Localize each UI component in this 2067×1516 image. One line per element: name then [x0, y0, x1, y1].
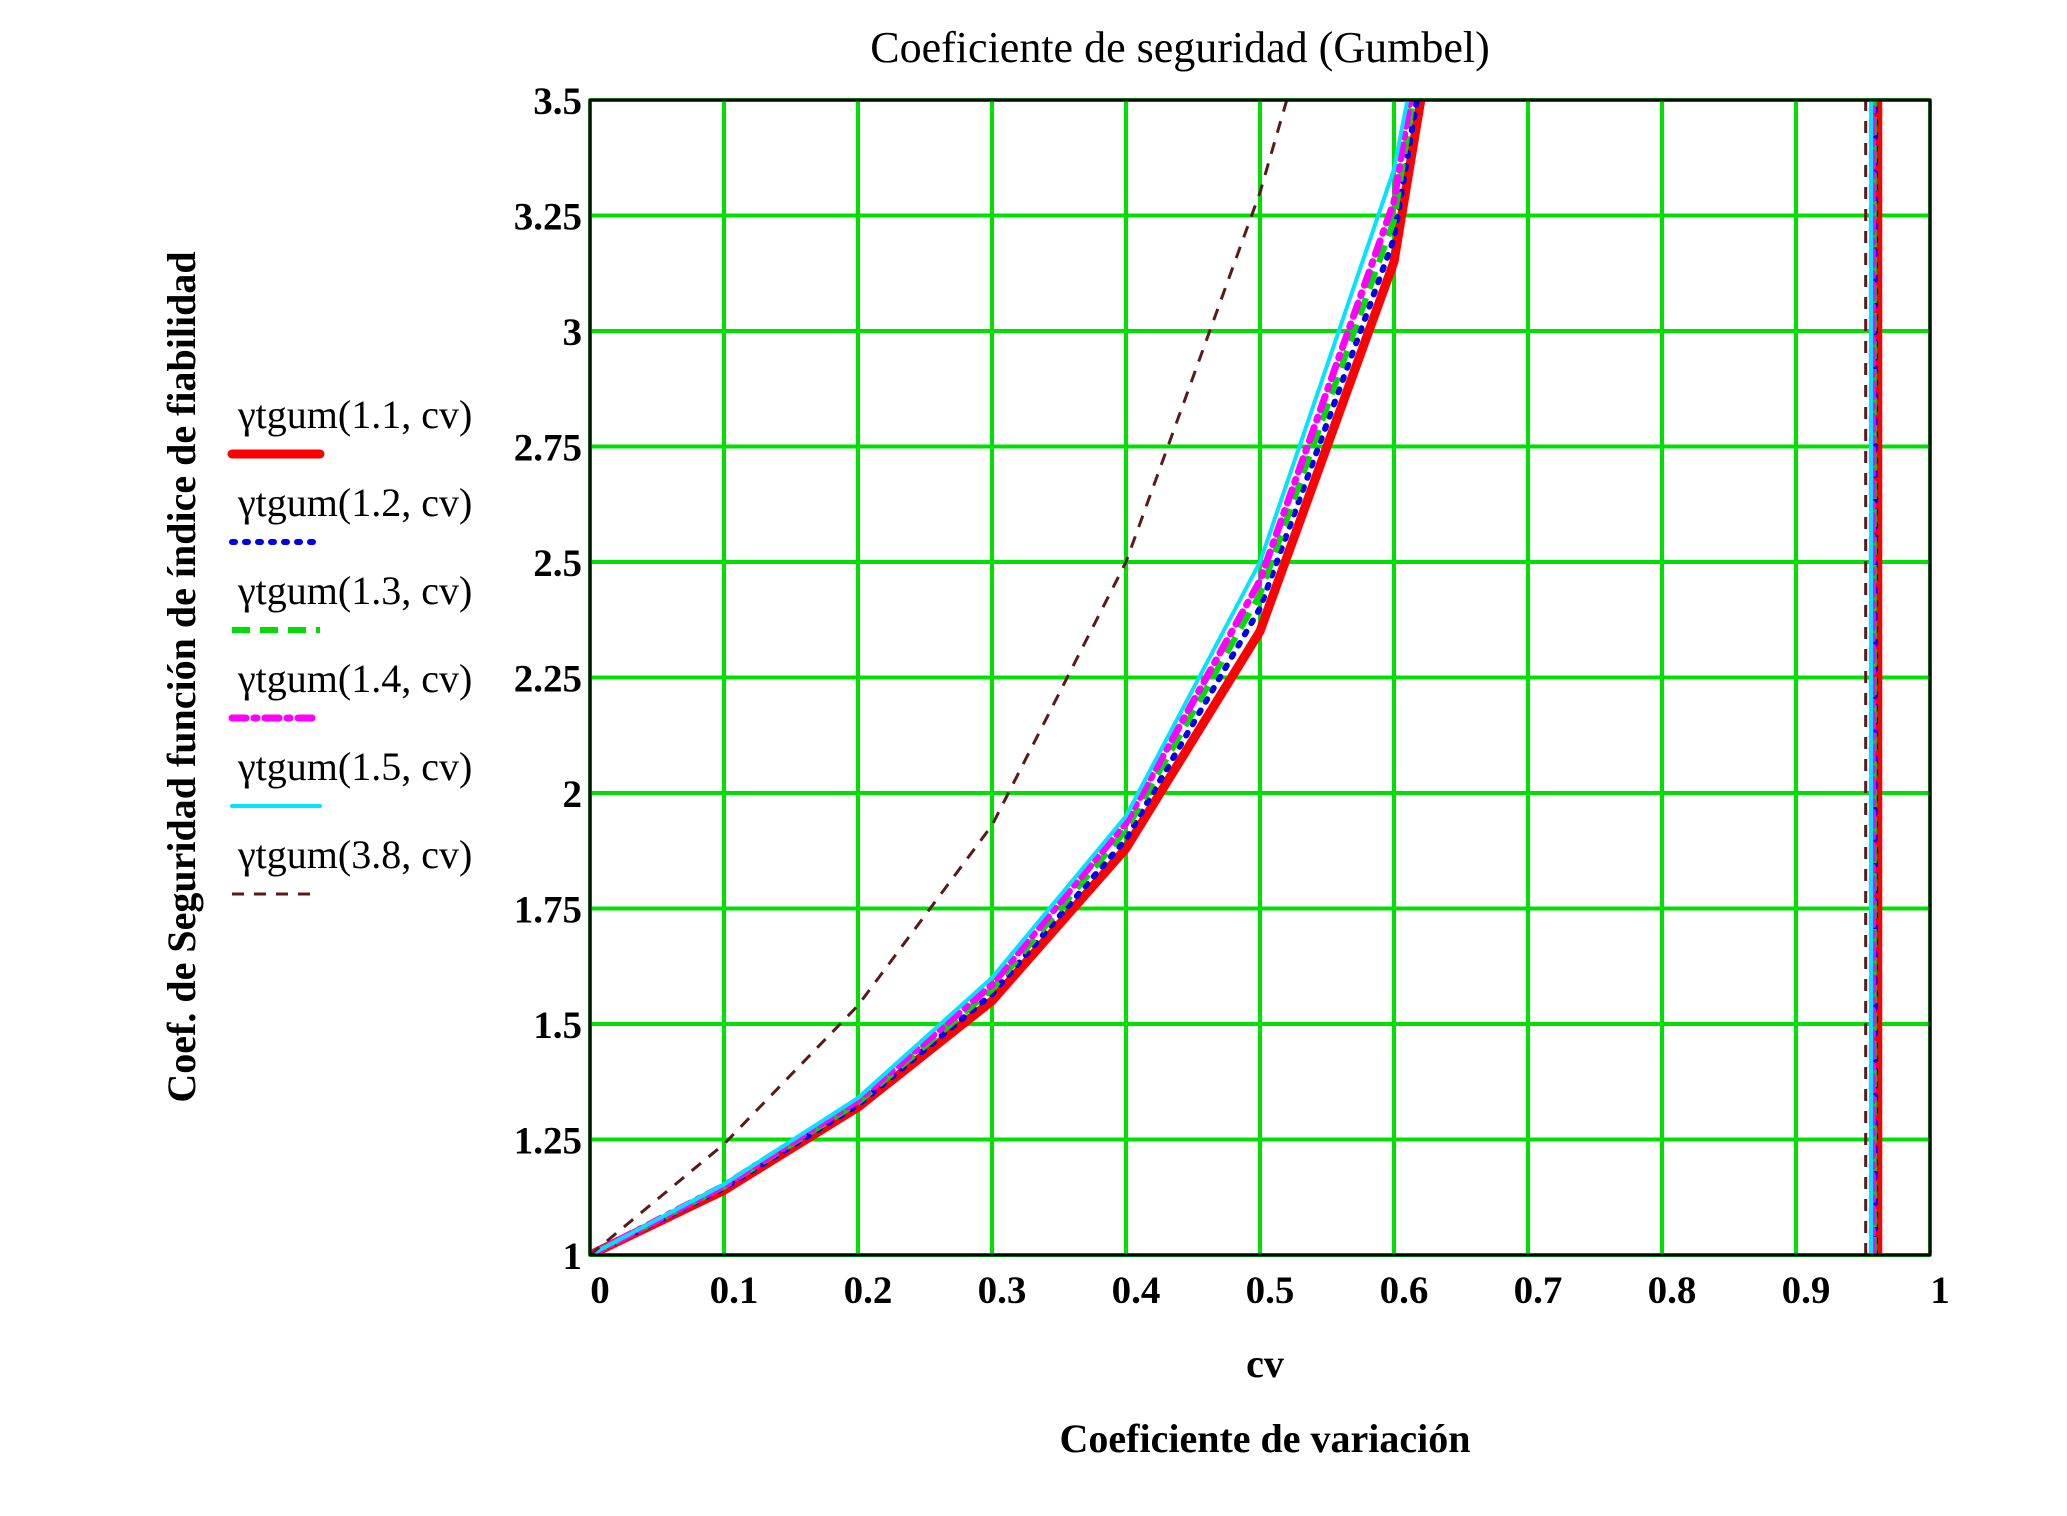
legend-label-2: γtgum(1.2, cv)	[237, 480, 472, 525]
x-tick-label: 0.3	[978, 1269, 1027, 1312]
y-tick-label: 1	[563, 1235, 583, 1278]
x-tick-label: 0.7	[1514, 1269, 1563, 1312]
legend-label-6: γtgum(3.8, cv)	[237, 832, 472, 877]
y-tick-label: 2.25	[514, 658, 582, 701]
y-tick-label: 2	[563, 773, 583, 816]
x-tick-label: 0.1	[710, 1269, 759, 1312]
series-line-2	[590, 100, 1420, 1255]
x-tick-label: 0.6	[1380, 1269, 1429, 1312]
y-tick-label: 1.5	[533, 1004, 582, 1047]
series-line-5	[590, 100, 1410, 1255]
chart-title: Coeficiente de seguridad (Gumbel)	[870, 23, 1489, 72]
y-tick-label: 3	[563, 311, 583, 354]
series-group	[590, 100, 1883, 1255]
x-tick-label: 1	[1930, 1269, 1950, 1312]
y-tick-label: 1.25	[514, 1120, 582, 1163]
x-axis-label: cv	[1246, 1341, 1284, 1386]
x-tick-label: 0.5	[1246, 1269, 1295, 1312]
x-tick-labels: 0 0.1 0.2 0.3 0.4 0.5 0.6 0.7 0.8 0.9 1	[590, 1269, 1950, 1312]
y-tick-label: 1.75	[514, 889, 582, 932]
y-tick-label: 2.5	[533, 542, 582, 585]
y-tick-label: 2.75	[514, 427, 582, 470]
legend-label-1: γtgum(1.1, cv)	[237, 392, 472, 437]
legend-label-5: γtgum(1.5, cv)	[237, 744, 472, 789]
legend: γtgum(1.1, cv) γtgum(1.2, cv) γtgum(1.3, c…	[227, 392, 472, 896]
series-line-1	[590, 100, 1426, 1255]
x-tick-label: 0.4	[1112, 1269, 1161, 1312]
legend-label-3: γtgum(1.3, cv)	[237, 568, 472, 613]
x-tick-label: 0.8	[1648, 1269, 1697, 1312]
y-tick-labels: 1 1.25 1.5 1.75 2 2.25 2.5 2.75 3 3.25 3.5	[514, 80, 582, 1278]
plot-frame	[588, 98, 1932, 1257]
x-axis-sublabel: Coeficiente de variación	[1060, 1416, 1471, 1461]
x-tick-label: 0.9	[1782, 1269, 1831, 1312]
x-tick-label: 0	[590, 1269, 610, 1312]
x-tick-label: 0.2	[844, 1269, 893, 1312]
y-axis-label: Coef. de Seguridad función de índice de …	[159, 251, 204, 1102]
series-line-6	[590, 100, 1289, 1255]
y-tick-label: 3.25	[514, 196, 582, 239]
grid	[588, 98, 1932, 1257]
legend-label-4: γtgum(1.4, cv)	[237, 656, 472, 701]
y-tick-label: 3.5	[533, 80, 582, 123]
